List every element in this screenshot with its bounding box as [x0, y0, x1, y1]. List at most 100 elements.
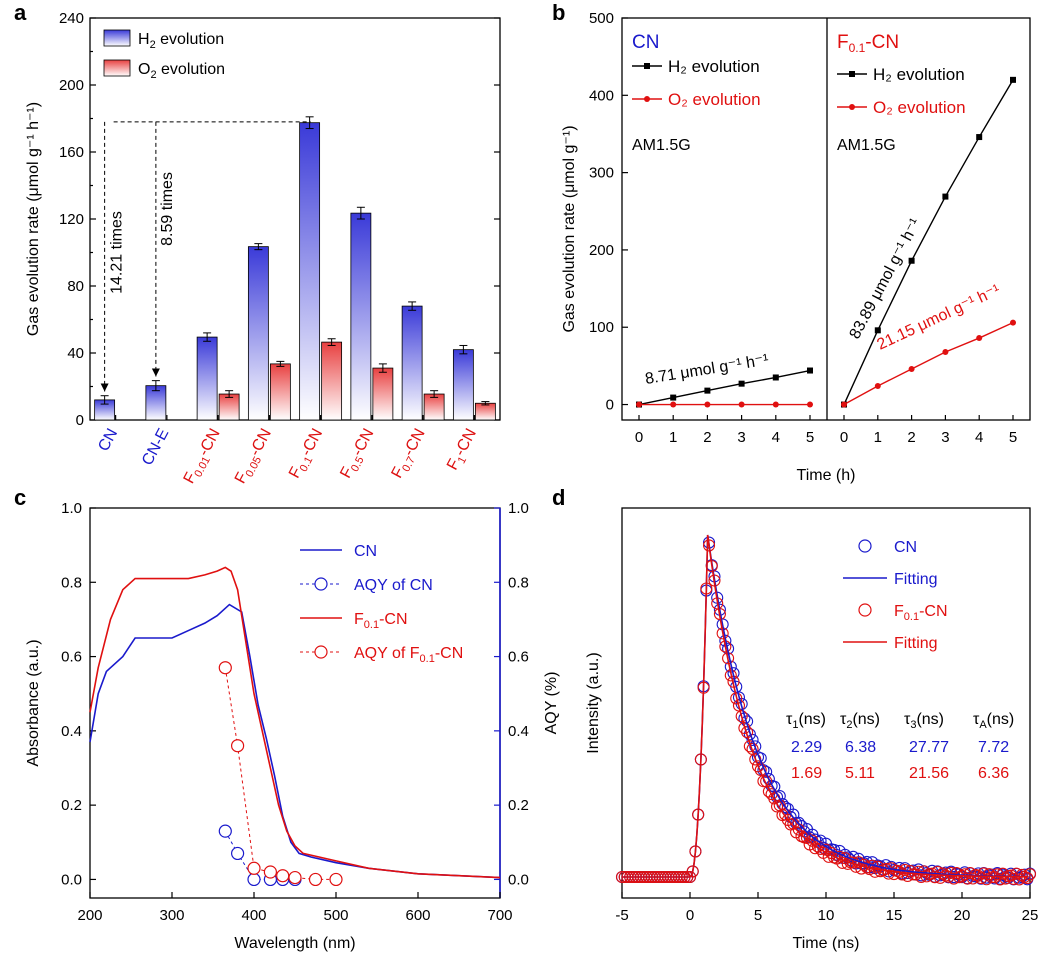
subpanel-title: F0.1-CN — [837, 32, 899, 55]
x-tick-label: 700 — [487, 907, 512, 924]
condition-label: AM1.5G — [837, 137, 896, 154]
absorbance-curve — [89, 566, 501, 879]
y-tick-label: 500 — [589, 10, 614, 27]
bar-h2 — [452, 349, 474, 421]
y-axis-label: Gas evolution rate (μmol g⁻¹) — [561, 125, 578, 332]
x-tick-label: 15 — [886, 907, 903, 924]
panel-letter: c — [14, 485, 26, 510]
legend-label: H₂ evolution — [873, 65, 965, 84]
bar-h2 — [401, 305, 423, 421]
x-category-label: F0.1-CN — [286, 426, 329, 483]
x-category-label: CN-E — [139, 426, 172, 469]
bar-h2 — [196, 336, 218, 421]
marker-square — [942, 193, 949, 200]
bar-h2 — [299, 122, 321, 421]
x-tick-label: -5 — [615, 907, 628, 924]
y-tick-label: 120 — [59, 211, 84, 228]
marker-square — [807, 367, 813, 374]
y-tick-label: 80 — [67, 278, 84, 295]
series-line — [843, 79, 1014, 405]
f01-point — [1021, 872, 1034, 885]
f01-point — [994, 873, 1007, 886]
aqy-point — [218, 824, 232, 838]
y-tick-label-right: 1.0 — [508, 500, 529, 517]
table-cell: 5.11 — [845, 765, 875, 782]
bar-o2 — [423, 393, 445, 421]
y-tick-label: 0.6 — [61, 649, 82, 666]
y-tick-label-right: 0.8 — [508, 574, 529, 591]
legend-label: AQY of F0.1-CN — [354, 645, 463, 665]
legend-marker — [314, 645, 328, 659]
x-tick-label: 0 — [840, 429, 848, 446]
legend-marker — [644, 63, 650, 69]
table-cell: 1.69 — [791, 765, 822, 782]
table-header: τ1(ns) — [786, 711, 826, 731]
f01-point — [977, 867, 990, 880]
x-tick-label: 300 — [159, 907, 184, 924]
legend-label: AQY of CN — [354, 577, 433, 594]
aqy-point — [231, 846, 245, 861]
aqy-point — [288, 870, 302, 885]
absorbance-curve — [89, 603, 501, 879]
annotation-8-59: 8.59 times — [159, 172, 176, 246]
legend-label: O₂ evolution — [873, 98, 966, 117]
marker-circle — [807, 401, 813, 408]
marker-circle — [636, 401, 642, 408]
arrowhead — [100, 383, 109, 392]
legend-marker — [849, 71, 855, 77]
f01-point — [757, 775, 770, 788]
x-axis-label: Wavelength (nm) — [234, 935, 355, 952]
marker-circle — [704, 401, 711, 408]
f01-point — [920, 870, 933, 883]
legend-label: F0.1-CN — [894, 603, 948, 623]
y-axis-label: Absorbance (a.u.) — [25, 639, 42, 766]
x-tick-label: 3 — [941, 429, 949, 446]
panel-letter: a — [14, 0, 27, 25]
annotation-14-21: 14.21 times — [109, 211, 126, 294]
y-tick-label: 200 — [59, 77, 84, 94]
table-cell: 6.36 — [978, 765, 1009, 782]
f01-point — [735, 710, 748, 723]
f01-point — [1010, 867, 1023, 880]
panel-a: a 0 40 80 120 160 200 240 Gas evolution rate (μm… — [14, 0, 501, 487]
f01-point — [915, 870, 928, 884]
x-tick-label: 1 — [874, 429, 882, 446]
marker-circle — [738, 401, 745, 408]
y-axis-label: Gas evolution rate (μmol g⁻¹ h⁻¹) — [25, 102, 42, 336]
f01-point — [1023, 868, 1037, 881]
y-tick-label-right: 0.0 — [508, 871, 529, 888]
legend-label: CN — [894, 539, 917, 556]
f01-point — [961, 872, 974, 885]
bar-o2 — [321, 341, 343, 421]
marker-square — [874, 327, 881, 334]
y-tick-label: 0.4 — [61, 723, 82, 740]
x-tick-label: 500 — [323, 907, 348, 924]
f01-point — [966, 872, 979, 885]
legend-label: H₂ evolution — [668, 57, 760, 76]
aqy-point — [247, 861, 261, 875]
x-tick-label: 2 — [907, 429, 915, 446]
marker-square — [670, 394, 677, 401]
x-category-label: F0.5-CN — [337, 426, 380, 483]
f01-point — [855, 862, 868, 875]
table-cell: 27.77 — [909, 739, 949, 756]
x-category-label: F0.7-CN — [389, 426, 432, 483]
legend-label: CN — [354, 543, 377, 560]
legend-label: H2 evolution — [138, 31, 224, 51]
legend-marker — [858, 603, 872, 617]
marker-circle — [874, 382, 881, 389]
cn-point — [792, 816, 805, 829]
marker-circle — [1010, 319, 1016, 326]
bar-o2 — [474, 402, 496, 421]
legend-label: O2 evolution — [138, 61, 225, 81]
panel-c: c 0.0 0.0 0.2 0.2 0.4 0.4 0.6 0.6 0.8 0.8 1.0 1.0 200… — [14, 485, 560, 952]
x-tick-label: 1 — [669, 429, 677, 446]
marker-circle — [772, 401, 779, 408]
y-tick-label: 0 — [606, 397, 614, 414]
x-tick-label: 25 — [1022, 907, 1039, 924]
f01-point — [964, 866, 977, 880]
aqy-point — [218, 661, 232, 675]
marker-circle — [908, 365, 915, 372]
legend-label: Fitting — [894, 635, 938, 652]
